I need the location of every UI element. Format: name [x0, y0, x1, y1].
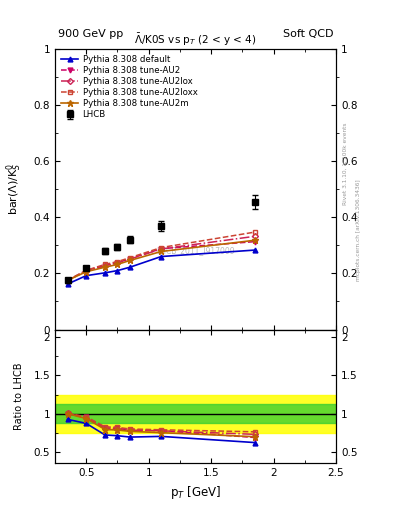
Pythia 8.308 tune-AU2loxx	[84, 267, 88, 273]
Pythia 8.308 tune-AU2lox	[103, 263, 107, 269]
Pythia 8.308 default	[115, 267, 120, 273]
Pythia 8.308 default	[252, 247, 257, 253]
Pythia 8.308 tune-AU2	[103, 263, 107, 269]
Pythia 8.308 tune-AU2loxx	[252, 229, 257, 235]
Pythia 8.308 tune-AU2m	[159, 248, 163, 254]
Line: Pythia 8.308 tune-AU2: Pythia 8.308 tune-AU2	[65, 239, 257, 283]
Text: Rivet 3.1.10, ≥ 100k events: Rivet 3.1.10, ≥ 100k events	[343, 122, 348, 205]
Pythia 8.308 default	[84, 272, 88, 279]
Pythia 8.308 tune-AU2m	[84, 269, 88, 275]
Pythia 8.308 tune-AU2loxx	[128, 254, 132, 261]
Pythia 8.308 tune-AU2lox	[84, 268, 88, 274]
Pythia 8.308 tune-AU2m	[115, 261, 120, 267]
Pythia 8.308 tune-AU2lox	[115, 260, 120, 266]
Pythia 8.308 default	[159, 253, 163, 260]
Pythia 8.308 tune-AU2m	[65, 278, 70, 284]
Pythia 8.308 tune-AU2lox	[128, 256, 132, 262]
X-axis label: p$_T$ [GeV]: p$_T$ [GeV]	[170, 484, 221, 501]
Text: Soft QCD: Soft QCD	[283, 29, 333, 39]
Y-axis label: Ratio to LHCB: Ratio to LHCB	[14, 362, 24, 430]
Pythia 8.308 tune-AU2	[65, 278, 70, 284]
Pythia 8.308 tune-AU2loxx	[159, 244, 163, 250]
Pythia 8.308 default	[65, 281, 70, 287]
Pythia 8.308 default	[128, 264, 132, 270]
Text: LHCB_2011_I917009: LHCB_2011_I917009	[156, 246, 235, 255]
Pythia 8.308 tune-AU2m	[128, 258, 132, 264]
Pythia 8.308 tune-AU2	[252, 239, 257, 245]
Text: 900 GeV pp: 900 GeV pp	[58, 29, 123, 39]
Pythia 8.308 default	[103, 270, 107, 276]
Pythia 8.308 tune-AU2	[84, 267, 88, 273]
Line: Pythia 8.308 tune-AU2loxx: Pythia 8.308 tune-AU2loxx	[65, 230, 257, 282]
Line: Pythia 8.308 tune-AU2m: Pythia 8.308 tune-AU2m	[64, 237, 258, 284]
Pythia 8.308 tune-AU2m	[103, 264, 107, 270]
Y-axis label: bar(Λ)/K$^0_S$: bar(Λ)/K$^0_S$	[4, 163, 24, 216]
Pythia 8.308 tune-AU2lox	[65, 277, 70, 283]
Pythia 8.308 tune-AU2lox	[159, 246, 163, 252]
Pythia 8.308 tune-AU2lox	[252, 233, 257, 240]
Pythia 8.308 tune-AU2loxx	[65, 277, 70, 283]
Pythia 8.308 tune-AU2loxx	[115, 259, 120, 265]
Legend: Pythia 8.308 default, Pythia 8.308 tune-AU2, Pythia 8.308 tune-AU2lox, Pythia 8.: Pythia 8.308 default, Pythia 8.308 tune-…	[59, 53, 199, 121]
Text: mcplots.cern.ch [arXiv:1306.3436]: mcplots.cern.ch [arXiv:1306.3436]	[356, 180, 361, 281]
Pythia 8.308 tune-AU2	[159, 246, 163, 252]
Line: Pythia 8.308 tune-AU2lox: Pythia 8.308 tune-AU2lox	[65, 234, 257, 282]
Line: Pythia 8.308 default: Pythia 8.308 default	[65, 248, 257, 287]
Pythia 8.308 tune-AU2m	[252, 237, 257, 243]
Pythia 8.308 tune-AU2	[115, 260, 120, 266]
Title: $\bar{\Lambda}$/K0S vs p$_T$ (2 < y < 4): $\bar{\Lambda}$/K0S vs p$_T$ (2 < y < 4)	[134, 32, 257, 49]
Pythia 8.308 tune-AU2	[128, 255, 132, 262]
Pythia 8.308 tune-AU2loxx	[103, 261, 107, 267]
